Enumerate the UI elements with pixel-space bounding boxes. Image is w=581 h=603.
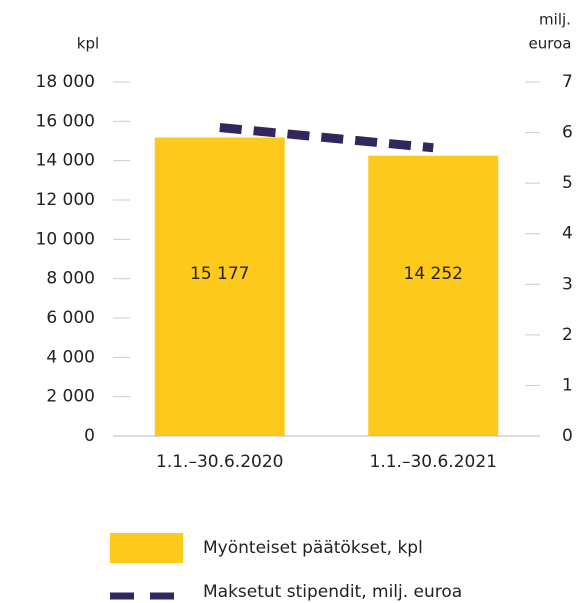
y2-tick-label: 3 (562, 274, 573, 294)
y-tick-label: 10 000 (36, 229, 95, 249)
y-tick-label: 4 000 (46, 347, 95, 367)
y-tick-label: 6 000 (46, 308, 95, 328)
y-tick-label: 0 (84, 426, 95, 446)
y2-tick-label: 4 (562, 224, 573, 244)
legend-label: Myönteiset päätökset, kpl (203, 538, 423, 558)
data-label: 14 252 (404, 264, 463, 284)
line (219, 123, 434, 153)
y2-tick-label: 1 (562, 375, 573, 395)
y2-tick-label: 5 (562, 173, 573, 193)
y-tick-label: 2 000 (46, 387, 95, 407)
y2-tick-label: 2 (562, 325, 573, 345)
y-tick-label: 12 000 (36, 190, 95, 210)
y-tick-label: 16 000 (36, 111, 95, 131)
y-tick-label: 8 000 (46, 269, 95, 289)
legend-swatch (110, 533, 183, 563)
bar (368, 155, 499, 436)
y2-tick-label: 0 (562, 426, 573, 446)
x-tick-label: 1.1.–30.6.2020 (156, 452, 283, 472)
x-tick-label: 1.1.–30.6.2021 (370, 452, 497, 472)
y2-axis-label: euroa (529, 35, 572, 53)
y-tick-label: 18 000 (36, 72, 95, 92)
y2-tick-label: 7 (562, 72, 573, 92)
legend-label: Maksetut stipendit, milj. euroa (203, 582, 462, 602)
y-tick-label: 14 000 (36, 151, 95, 171)
y-axis-label: kpl (77, 35, 99, 53)
y2-tick-label: 6 (562, 123, 573, 143)
y2-axis-label: milj. (539, 11, 571, 29)
data-label: 15 177 (190, 264, 249, 284)
bar (154, 137, 285, 437)
